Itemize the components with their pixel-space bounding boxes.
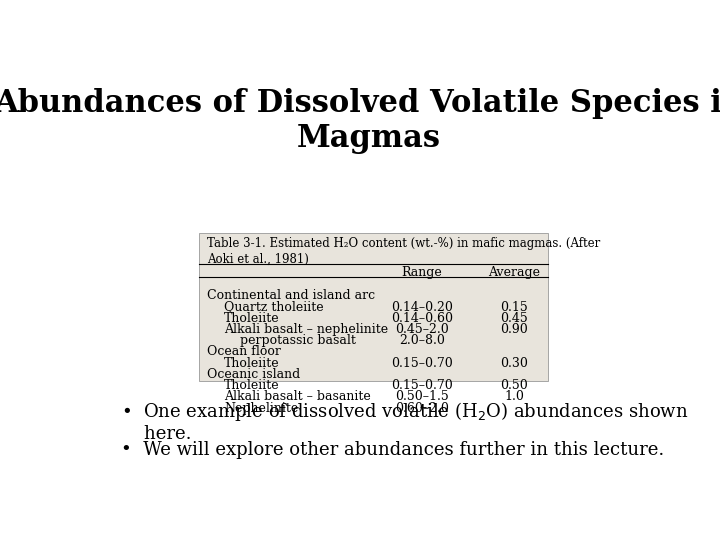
Text: 0.45: 0.45 — [500, 312, 528, 325]
Text: Range: Range — [402, 266, 442, 280]
Text: Abundances of Dissolved Volatile Species in: Abundances of Dissolved Volatile Species… — [0, 87, 720, 119]
Text: Oceanic island: Oceanic island — [207, 368, 300, 381]
Text: •  One example of dissolved volatile (H$_2$O) abundances shown
    here.: • One example of dissolved volatile (H$_… — [121, 400, 688, 443]
Text: Ocean floor: Ocean floor — [207, 346, 281, 359]
Text: Magmas: Magmas — [297, 123, 441, 154]
Text: 0.45–2.0: 0.45–2.0 — [395, 323, 449, 336]
Text: Nephelinite: Nephelinite — [224, 402, 298, 415]
Text: 0.30: 0.30 — [500, 357, 528, 370]
Text: 0.60–2.0: 0.60–2.0 — [395, 402, 449, 415]
Text: 0.15–0.70: 0.15–0.70 — [391, 379, 453, 392]
Text: 0.90: 0.90 — [500, 323, 528, 336]
Text: Tholeiite: Tholeiite — [224, 357, 279, 370]
Text: Alkali basalt – basanite: Alkali basalt – basanite — [224, 390, 371, 403]
Text: perpotassic basalt: perpotassic basalt — [224, 334, 356, 347]
Text: Average: Average — [488, 266, 540, 280]
Text: 0.50: 0.50 — [500, 379, 528, 392]
Text: 0.15–0.70: 0.15–0.70 — [391, 357, 453, 370]
Text: 0.14–0.20: 0.14–0.20 — [391, 301, 453, 314]
Text: 0.50–1.5: 0.50–1.5 — [395, 390, 449, 403]
Text: Continental and island arc: Continental and island arc — [207, 289, 375, 302]
Text: 0.15: 0.15 — [500, 301, 528, 314]
Text: 1.0: 1.0 — [504, 390, 524, 403]
Text: Tholeiite: Tholeiite — [224, 379, 279, 392]
Text: Quartz tholeiite: Quartz tholeiite — [224, 301, 323, 314]
Text: Tholeiite: Tholeiite — [224, 312, 279, 325]
Text: Table 3-1. Estimated H₂O content (wt.-%) in mafic magmas. (After
Aoki et al., 19: Table 3-1. Estimated H₂O content (wt.-%)… — [207, 238, 600, 265]
FancyBboxPatch shape — [199, 233, 548, 381]
Text: Alkali basalt – nephelinite: Alkali basalt – nephelinite — [224, 323, 388, 336]
Text: 0.14–0.60: 0.14–0.60 — [391, 312, 453, 325]
Text: 2.0–8.0: 2.0–8.0 — [399, 334, 445, 347]
Text: •  We will explore other abundances further in this lecture.: • We will explore other abundances furth… — [121, 441, 664, 459]
